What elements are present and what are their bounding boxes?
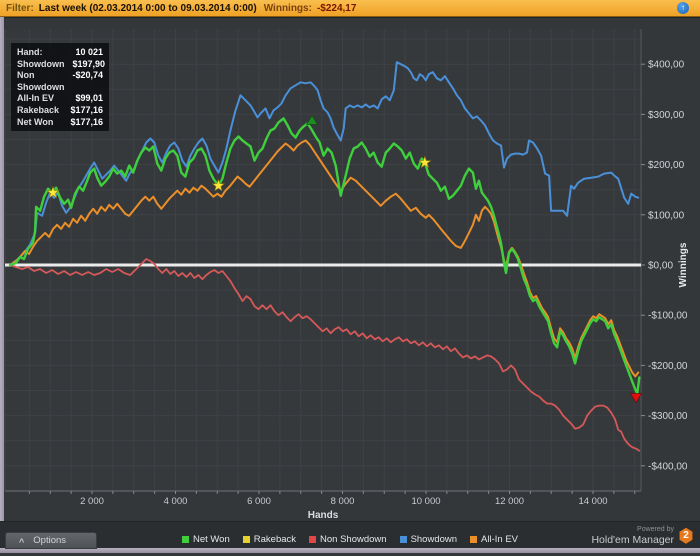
info-label: Rakeback [17, 104, 60, 115]
x-tick-label: 14 000 [578, 496, 607, 507]
hm2-logo-icon: 2 [679, 527, 693, 544]
x-tick-label: 4 000 [164, 496, 188, 507]
winnings-label: Winnings: [263, 2, 312, 14]
y-tick-label: $200,00 [648, 160, 685, 171]
window-bottom-border [0, 548, 700, 553]
y-axis-title: Winnings [678, 242, 689, 287]
window-bottom-edge [0, 553, 700, 556]
y-tick-label: -$200,00 [648, 361, 688, 372]
rakeback-swatch-icon [242, 536, 250, 543]
powered-by-text: Powered by [637, 526, 674, 533]
legend-label: All-In EV [481, 534, 519, 545]
legend-label: Rakeback [253, 534, 297, 545]
x-axis-title: Hands [308, 510, 339, 521]
info-row-showdown: Showdown $197,90 [17, 58, 106, 71]
x-tick-label: 2 000 [80, 496, 104, 507]
holdem-manager-branding: Powered by Hold'em Manager 2 [591, 526, 693, 546]
filter-value[interactable]: Last week (02.03.2014 0:00 to 09.03.2014… [38, 2, 257, 14]
info-label: Hand: [17, 47, 43, 57]
x-tick-label: 8 000 [331, 496, 355, 507]
window-left-border [0, 17, 4, 548]
x-tick-label: 6 000 [247, 496, 271, 507]
info-row-non-showdown: Non Showdown -$20,74 [17, 70, 103, 93]
info-value: 10 021 [75, 47, 103, 57]
showdown-swatch-icon [399, 536, 407, 543]
collapse-arrow-icon[interactable]: ↑ [677, 2, 689, 14]
legend-item-allin-ev[interactable]: All-In EV [470, 534, 518, 545]
info-value: $197,90 [72, 58, 106, 69]
y-tick-label: $300,00 [648, 110, 685, 121]
y-tick-label: $0,00 [648, 261, 673, 272]
info-label: Net Won [17, 116, 54, 127]
info-row-net-won: Net Won $177,16 [17, 117, 103, 129]
info-value: $99,01 [75, 93, 103, 104]
winnings-value: -$224,17 [316, 2, 357, 14]
star-marker-icon [211, 178, 225, 192]
chevron-up-icon: ^ [19, 536, 25, 547]
legend-item-non-showdown[interactable]: Non Showdown [309, 534, 387, 545]
series-line-all-in-ev [9, 139, 640, 378]
allin-ev-swatch-icon [470, 536, 478, 543]
non-showdown-swatch-icon [309, 536, 317, 543]
filter-label: Filter: [6, 2, 34, 14]
x-tick-label: 10 000 [411, 496, 440, 507]
net-won-swatch-icon [181, 536, 189, 543]
y-tick-label: -$300,00 [648, 411, 688, 422]
series-line-net-won [8, 117, 641, 395]
y-tick-label: $400,00 [648, 60, 685, 71]
info-row-allin-ev: All-In EV $99,01 [17, 93, 103, 105]
legend-label: Net Won [192, 534, 230, 545]
star-marker-icon [418, 155, 432, 169]
legend-label: Showdown [410, 534, 458, 545]
filter-bar: Filter: Last week (02.03.2014 0:00 to 09… [0, 0, 700, 17]
y-tick-label: -$100,00 [648, 311, 688, 322]
legend-label: Non Showdown [320, 534, 387, 545]
y-tick-label: $100,00 [648, 210, 685, 221]
chart-legend: Net Won Rakeback Non Showdown Showdown A… [0, 522, 700, 548]
legend-item-net-won[interactable]: Net Won [181, 534, 230, 545]
info-value: $177,16 [70, 116, 103, 127]
info-value: -$20,74 [72, 70, 104, 81]
star-marker-icon [46, 185, 60, 199]
info-label: All-In EV [17, 93, 55, 104]
winnings-graph-panel: 2 000 4 000 6 000 8 000 10 000 12 000 14 000 $4… [0, 17, 700, 521]
info-row-rakeback: Rakeback $177,16 [17, 105, 103, 117]
info-label: Non Showdown [17, 70, 65, 92]
hover-info-box: Hand: 10 021 Showdown $197,90 Non Showdo… [11, 43, 109, 132]
info-row-hand: Hand: 10 021 [17, 47, 103, 59]
options-label: Options [33, 535, 67, 546]
series-line-non-showdown [9, 258, 641, 452]
triangle-up-marker-icon [305, 114, 319, 125]
x-tick-label: 12 000 [495, 496, 524, 507]
brand-name: Hold'em Manager [591, 534, 674, 546]
legend-item-rakeback[interactable]: Rakeback [242, 534, 297, 545]
options-button[interactable]: ^ Options [5, 532, 97, 549]
bottom-toolbar: Net Won Rakeback Non Showdown Showdown A… [0, 521, 700, 549]
y-tick-label: -$400,00 [648, 461, 688, 472]
info-value: $177,16 [70, 104, 103, 115]
triangle-down-marker-icon [629, 393, 643, 404]
info-label: Showdown [17, 58, 65, 69]
legend-item-showdown[interactable]: Showdown [399, 534, 458, 545]
